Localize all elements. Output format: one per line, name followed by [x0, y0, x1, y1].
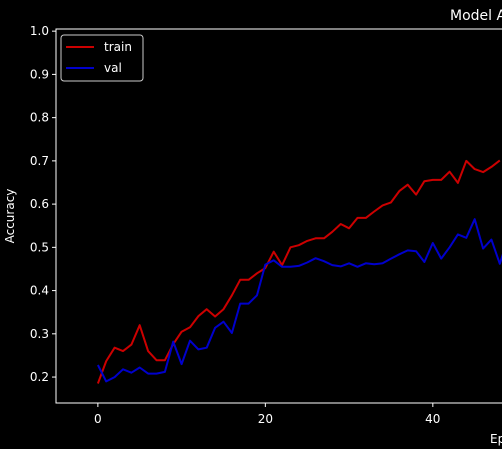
y-tick-label: 0.2 — [30, 370, 49, 384]
legend-label-val: val — [104, 61, 122, 75]
plot-lines — [96, 159, 502, 384]
series-line-train — [96, 159, 501, 384]
x-tick-label: 40 — [425, 412, 440, 426]
x-tick-label: 0 — [94, 412, 102, 426]
legend: train val — [60, 34, 144, 82]
y-tick-label: 0.9 — [30, 67, 49, 81]
axis-ticks: 0.2 0.3 0.4 0.5 0.6 0.7 0.8 0.9 1.0 0 20 40 — [30, 24, 441, 426]
y-tick-label: 0.5 — [30, 240, 49, 254]
series-line-val — [97, 218, 502, 383]
y-tick-label: 0.6 — [30, 197, 49, 211]
x-axis-label: Epoch — [490, 432, 502, 446]
x-tick-label: 20 — [258, 412, 273, 426]
y-axis-label: Accuracy — [3, 189, 17, 244]
chart-title: Model Accuracy — [450, 8, 502, 24]
y-tick-label: 1.0 — [30, 24, 49, 38]
y-tick-label: 0.8 — [30, 111, 49, 125]
y-tick-label: 0.4 — [30, 284, 49, 298]
y-tick-label: 0.7 — [30, 154, 49, 168]
y-tick-label: 0.3 — [30, 327, 49, 341]
legend-label-train: train — [104, 40, 132, 54]
plot-frame — [55, 28, 502, 404]
